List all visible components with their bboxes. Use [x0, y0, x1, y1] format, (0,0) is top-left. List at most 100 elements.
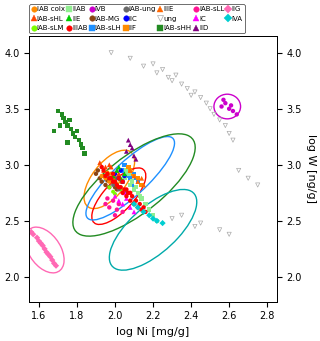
- IIIE: [139, 176, 144, 181]
- IIIAB: [130, 193, 135, 199]
- IIAB: [154, 218, 159, 224]
- ung: [192, 89, 197, 95]
- IVB: [234, 112, 239, 117]
- IIIAB: [120, 179, 125, 184]
- ung: [173, 72, 179, 78]
- Y-axis label: log W [ng/g]: log W [ng/g]: [306, 134, 316, 203]
- IC: [128, 205, 133, 210]
- IAB colx: [116, 173, 121, 179]
- IIAB: [133, 184, 139, 190]
- IAB-sHL: [107, 162, 112, 167]
- ung: [192, 224, 197, 229]
- IAB-ung: [110, 182, 116, 188]
- IAB-sHH: [76, 137, 81, 143]
- IAB-sHH: [78, 142, 83, 147]
- IVA: [150, 216, 156, 221]
- IIC: [116, 176, 121, 181]
- ung: [185, 86, 190, 91]
- IIE: [114, 168, 119, 173]
- ung: [227, 232, 232, 237]
- ung: [128, 56, 133, 61]
- IAB-sLL: [105, 196, 110, 201]
- IAB-sHL: [116, 171, 121, 177]
- IIIAB: [110, 171, 116, 177]
- IIIAB: [103, 173, 108, 179]
- IAB-sHL: [108, 164, 114, 170]
- IIIAB: [110, 179, 116, 184]
- IVA: [132, 201, 137, 207]
- ung: [217, 117, 222, 123]
- IIIE: [135, 179, 140, 184]
- IIIAB: [143, 209, 148, 214]
- IIIAB: [128, 198, 133, 203]
- IAB colx: [114, 181, 119, 187]
- IVA: [135, 205, 140, 210]
- IIG: [44, 250, 49, 255]
- ung: [170, 216, 175, 221]
- IIE: [110, 173, 116, 179]
- IID: [126, 137, 131, 143]
- IVA: [147, 212, 152, 218]
- IIF: [135, 176, 140, 181]
- IAB-sLM: [110, 189, 116, 194]
- IAB colx: [108, 171, 114, 177]
- IID: [133, 157, 139, 162]
- IID: [128, 142, 133, 147]
- IIAB: [124, 168, 129, 173]
- IIAB: [130, 179, 135, 184]
- IAB-sHH: [57, 123, 62, 128]
- IAB-sHL: [97, 160, 102, 165]
- IIG: [53, 263, 59, 268]
- IC: [132, 209, 137, 214]
- IIAB: [126, 171, 131, 177]
- IAB-MG: [101, 173, 106, 179]
- IIIAB: [124, 187, 129, 192]
- IIG: [48, 254, 53, 260]
- IIC: [122, 173, 127, 179]
- ung: [179, 212, 184, 218]
- IID: [124, 149, 129, 154]
- IIG: [40, 243, 45, 248]
- IIAB: [147, 207, 152, 212]
- IAB-sLH: [124, 173, 129, 179]
- IIIAB: [132, 201, 137, 207]
- IAB-sHL: [103, 164, 108, 170]
- IIAB: [135, 190, 140, 195]
- IIAB: [122, 176, 127, 181]
- IAB-sLH: [130, 182, 135, 188]
- IIIAB: [112, 179, 117, 184]
- IIG: [42, 246, 47, 252]
- ung: [166, 75, 171, 80]
- IAB-sLL: [114, 207, 119, 212]
- IAB-MG: [107, 184, 112, 190]
- IAB-sHL: [110, 179, 116, 184]
- IAB-sLM: [118, 187, 123, 192]
- ung: [154, 70, 159, 76]
- ung: [236, 168, 241, 173]
- IIE: [122, 171, 127, 177]
- IIIAB: [116, 184, 121, 190]
- IIIE: [128, 168, 133, 173]
- IAB-MG: [93, 171, 99, 177]
- IAB-sLM: [114, 182, 119, 188]
- IVA: [154, 218, 159, 224]
- IIIAB: [120, 190, 125, 195]
- IVB: [219, 104, 224, 109]
- IAB-sHH: [71, 131, 76, 136]
- IAB-sHH: [55, 108, 60, 114]
- IID: [132, 153, 137, 159]
- IVA: [141, 209, 146, 214]
- IC: [124, 196, 129, 201]
- IAB-sHL: [105, 171, 110, 177]
- ung: [198, 220, 203, 226]
- IIIE: [132, 173, 137, 179]
- IIIAB: [105, 171, 110, 177]
- IIG: [29, 229, 34, 235]
- IVA: [160, 220, 165, 226]
- IAB-sHL: [112, 173, 117, 179]
- IIIAB: [118, 184, 123, 190]
- ung: [246, 176, 251, 181]
- IIIAB: [126, 190, 131, 195]
- IIE: [118, 176, 123, 181]
- IIF: [128, 168, 133, 173]
